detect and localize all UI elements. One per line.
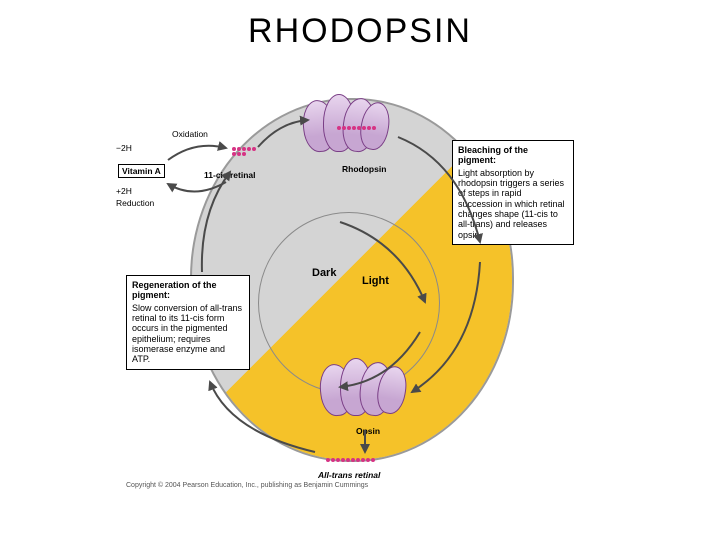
all-trans-retinal-icon <box>326 458 375 462</box>
regeneration-header: Regeneration of the pigment: <box>132 280 244 301</box>
plus-2h-label: +2H <box>116 186 132 196</box>
opsin-label: Opsin <box>356 426 380 436</box>
minus-2h-label: −2H <box>116 143 132 153</box>
bleaching-textbox: Bleaching of the pigment: Light absorpti… <box>452 140 574 245</box>
dark-zone-label: Dark <box>312 267 336 279</box>
copyright-text: Copyright © 2004 Pearson Education, Inc.… <box>126 482 368 489</box>
cis-retinal-icon <box>232 147 256 156</box>
vitamin-a-badge: Vitamin A <box>118 164 165 178</box>
regeneration-body: Slow conversion of all-trans retinal to … <box>132 303 242 365</box>
bleaching-body: Light absorption by rhodopsin triggers a… <box>458 168 565 240</box>
rhodopsin-label: Rhodopsin <box>342 164 386 174</box>
light-zone-label: Light <box>362 275 389 287</box>
cis-retinal-label: 11-cis retinal <box>204 170 256 180</box>
opsin-protein-icon <box>320 354 410 424</box>
oxidation-label: Oxidation <box>172 129 208 139</box>
all-trans-retinal-label: All-trans retinal <box>318 470 380 480</box>
bleaching-header: Bleaching of the pigment: <box>458 145 568 166</box>
rhodopsin-protein-icon <box>303 90 393 160</box>
regeneration-textbox: Regeneration of the pigment: Slow conver… <box>126 275 250 370</box>
reduction-label: Reduction <box>116 198 154 208</box>
diagram-stage: Dark Light Rhodopsin Opsin All-trans ret… <box>140 92 580 492</box>
page-title: RHODOPSIN <box>0 12 720 51</box>
